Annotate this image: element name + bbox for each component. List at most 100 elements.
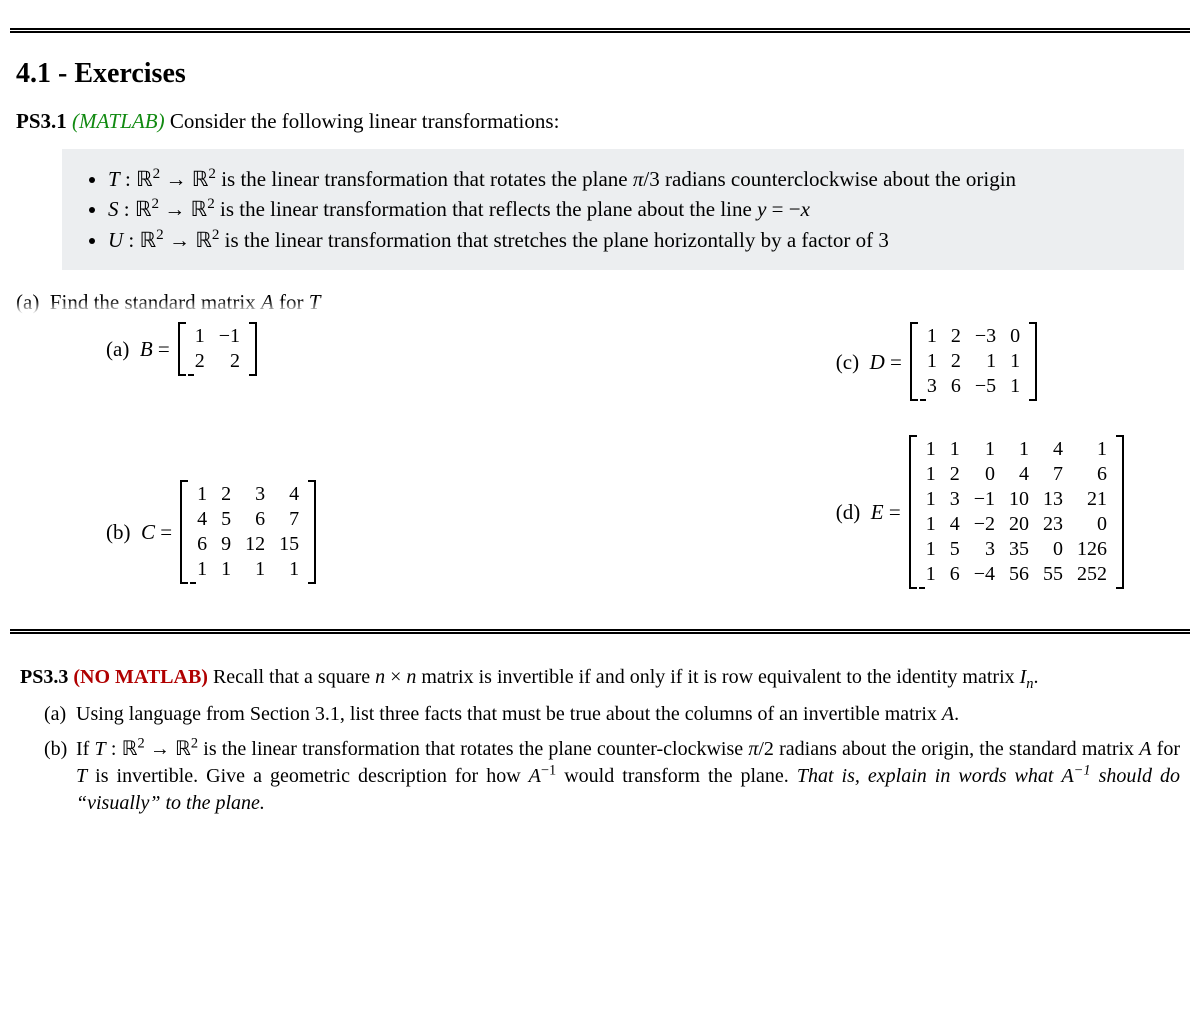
matrix-row: 691215 [190,532,306,557]
matrix-cell: 5 [214,507,238,532]
matrix-C-label: (b) C = [106,518,172,546]
transformations-box: T : ℝ2 → ℝ2 is the linear transformation… [62,149,1184,270]
ps33-part-b: (b) If T : ℝ2 → ℝ2 is the linear transfo… [44,736,1180,817]
ps31-intro: Consider the following linear transforma… [170,109,560,133]
ps33-heading: PS3.3 (NO MATLAB) Recall that a square n… [20,664,1180,691]
matrix-C: (b) C = 123445676912151111 [106,480,316,584]
matrix-C-table: 123445676912151111 [190,482,306,582]
matrix-cell: 1 [919,462,943,487]
ps33-b-label: (b) [44,736,76,817]
matrix-cell: 1 [1002,437,1036,462]
matrix-row: 120476 [919,462,1114,487]
matrices-left-column: (a) B = 1−122 (b) C = 123445676912151111 [106,322,316,589]
matrix-cell: 6 [1070,462,1114,487]
matrix-B: (a) B = 1−122 [106,322,257,376]
matrix-cell: 3 [943,487,967,512]
matrix-cell: 7 [1036,462,1070,487]
matrix-cell: 3 [967,537,1002,562]
matrices-right-column: (c) D = 12−30121136−51 (d) E = 111141120… [836,322,1124,589]
matrix-cell: 2 [188,349,212,374]
matrix-cell: 15 [272,532,306,557]
matrix-cell: 3 [238,482,272,507]
matrix-C-body: 123445676912151111 [180,480,316,584]
matrix-cell: 10 [1002,487,1036,512]
matrix-row: 36−51 [920,374,1027,399]
matrices-area: (a) B = 1−122 (b) C = 123445676912151111… [10,314,1190,599]
matrix-D-body: 12−30121136−51 [910,322,1037,401]
ps31-label: PS3.1 [16,109,67,133]
matrix-row: 4567 [190,507,306,532]
matrix-cell: 13 [1036,487,1070,512]
matrix-cell: 2 [943,462,967,487]
matrix-cell: 1 [272,557,306,582]
matrix-E: (d) E = 11114112047613−110132114−2202301… [836,435,1124,589]
matrix-row: 1111 [190,557,306,582]
matrix-cell: 35 [1002,537,1036,562]
matrix-cell: 4 [272,482,306,507]
matrix-row: 111141 [919,437,1114,462]
bullet-S: S : ℝ2 → ℝ2 is the linear transformation… [108,195,1166,223]
matrix-cell: 0 [1070,512,1114,537]
matrix-E-label: (d) E = [836,498,901,526]
matrix-row: 22 [188,349,247,374]
matrix-cell: 9 [214,532,238,557]
matrix-cell: 12 [238,532,272,557]
matrix-cell: −3 [968,324,1003,349]
matrix-E-table: 11114112047613−110132114−220230153350126… [919,437,1114,587]
matrix-cell: 1 [968,349,1003,374]
matrix-cell: 1 [919,562,943,587]
bullet-U: U : ℝ2 → ℝ2 is the linear transformation… [108,226,1166,254]
matrix-cell: 2 [944,324,968,349]
matrix-cell: 6 [190,532,214,557]
matrix-row: 1−1 [188,324,247,349]
matrix-cell: 2 [944,349,968,374]
matrix-D: (c) D = 12−30121136−51 [836,322,1037,401]
matrix-cell: 1 [967,437,1002,462]
matrix-cell: −5 [968,374,1003,399]
matrix-cell: 21 [1070,487,1114,512]
matrix-B-label: (a) B = [106,335,170,363]
matrix-cell: 6 [238,507,272,532]
matrix-cell: 56 [1002,562,1036,587]
matrix-cell: 1 [943,437,967,462]
matrix-cell: 0 [967,462,1002,487]
matrix-cell: 4 [190,507,214,532]
matrix-cell: 7 [272,507,306,532]
matrix-D-table: 12−30121136−51 [920,324,1027,399]
matrix-cell: 1 [238,557,272,582]
bullet-T: T : ℝ2 → ℝ2 is the linear transformation… [108,165,1166,193]
matrix-E-body: 11114112047613−110132114−220230153350126… [909,435,1124,589]
matrix-cell: −1 [212,324,247,349]
matrix-cell: 1 [190,557,214,582]
truncated-subquestion: (a) Find the standard matrix A for T [16,288,1190,314]
matrix-cell: 1 [214,557,238,582]
matrix-cell: 2 [214,482,238,507]
matrix-row: 1211 [920,349,1027,374]
ps33-label: PS3.3 [20,666,68,688]
matrix-cell: 126 [1070,537,1114,562]
matrix-cell: 1 [1003,374,1027,399]
ps31-matlab-tag: (MATLAB) [72,109,165,133]
matrix-cell: −4 [967,562,1002,587]
matrix-cell: 20 [1002,512,1036,537]
matrix-cell: 2 [212,349,247,374]
matrix-cell: 1 [188,324,212,349]
matrix-cell: 252 [1070,562,1114,587]
matrix-cell: 1 [919,537,943,562]
matrix-cell: −1 [967,487,1002,512]
matrix-cell: 1 [1070,437,1114,462]
matrix-row: 16−45655252 [919,562,1114,587]
ps33-part-a: (a) Using language from Section 3.1, lis… [44,701,1180,728]
mid-rule [10,629,1190,634]
matrix-cell: 4 [1036,437,1070,462]
ps33-a-text: Using language from Section 3.1, list th… [76,701,1180,728]
matrix-cell: 0 [1036,537,1070,562]
ps33-nomatlab-tag: (NO MATLAB) [73,666,208,688]
matrix-row: 14−220230 [919,512,1114,537]
matrix-cell: 4 [943,512,967,537]
ps31-heading: PS3.1 (MATLAB) Consider the following li… [16,107,1190,135]
top-rule [10,28,1190,33]
matrix-cell: 6 [944,374,968,399]
matrix-row: 1234 [190,482,306,507]
matrix-cell: 4 [1002,462,1036,487]
